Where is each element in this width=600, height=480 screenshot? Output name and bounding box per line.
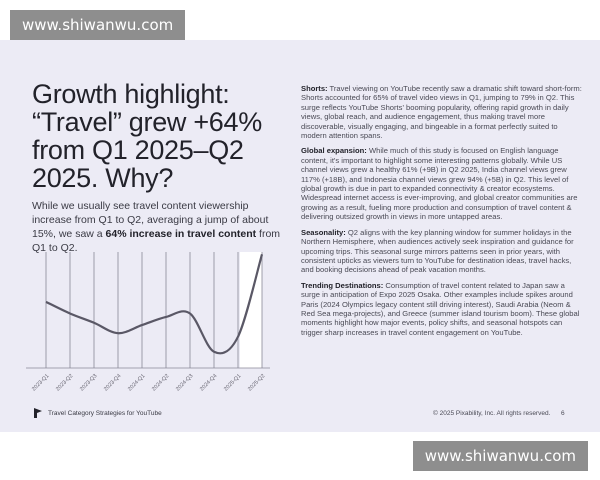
intro-text: While we usually see travel content view…: [32, 200, 269, 240]
section-body: Travel viewing on YouTube recently saw a…: [301, 84, 582, 141]
section-body: While much of this study is focused on E…: [301, 146, 578, 222]
section-shorts: Shorts: Travel viewing on YouTube recent…: [301, 84, 583, 140]
series-line: [45, 254, 264, 355]
section-body: Q2 aligns with the key planning window f…: [301, 227, 574, 275]
watermark-bottom: www.shiwanwu.com: [412, 441, 588, 471]
intro-highlight: 64% increase in travel content: [105, 228, 257, 240]
x-tick-label: 2024-Q1: [127, 373, 146, 392]
watermark-top: www.shiwanwu.com: [10, 10, 186, 40]
highlight-band: [240, 252, 262, 368]
x-tick-label: 2025-Q1: [223, 373, 242, 392]
section-heading: Seasonality:: [301, 227, 346, 237]
page-number: 6: [561, 410, 565, 417]
growth-line-chart: 2023-Q1 2023-Q2 2023-Q3 2023-Q4 2024-Q1 2024-…: [26, 252, 270, 393]
section-heading: Global expansion:: [301, 146, 367, 156]
x-tick-label: 2024-Q3: [175, 373, 194, 392]
pixability-logo-icon: [34, 408, 42, 418]
section-seasonality: Seasonality: Q2 aligns with the key plan…: [301, 228, 583, 275]
x-tick-label: 2024-Q4: [199, 373, 218, 392]
right-column: Shorts: Travel viewing on YouTube recent…: [301, 84, 583, 343]
page-title: Growth highlight: “Travel” grew +64% fro…: [32, 79, 262, 193]
footer-left: Travel Category Strategies for YouTube: [34, 408, 162, 418]
x-tick-label: 2023-Q3: [79, 373, 98, 392]
section-trending-destinations: Trending Destinations: Consumption of tr…: [301, 281, 583, 337]
x-tick-label: 2023-Q2: [55, 373, 74, 392]
x-tick-label: 2025-Q2: [247, 373, 266, 392]
section-heading: Shorts:: [301, 84, 328, 93]
x-tick-label: 2023-Q4: [103, 373, 122, 392]
footer-doc-title: Travel Category Strategies for YouTube: [48, 409, 162, 417]
section-body: Consumption of travel content related to…: [301, 280, 580, 337]
x-tick-label: 2024-Q2: [151, 373, 170, 392]
intro-tail: from Q1 to Q2.: [32, 228, 281, 254]
footer-copyright: © 2025 Pixability, Inc. All rights reser…: [433, 410, 551, 417]
slide-page: [0, 40, 600, 432]
section-global-expansion: Global expansion: While much of this stu…: [301, 146, 583, 221]
intro-paragraph: While we usually see travel content view…: [32, 199, 282, 255]
x-tick-label: 2023-Q1: [31, 373, 50, 392]
section-heading: Trending Destinations:: [301, 280, 384, 290]
